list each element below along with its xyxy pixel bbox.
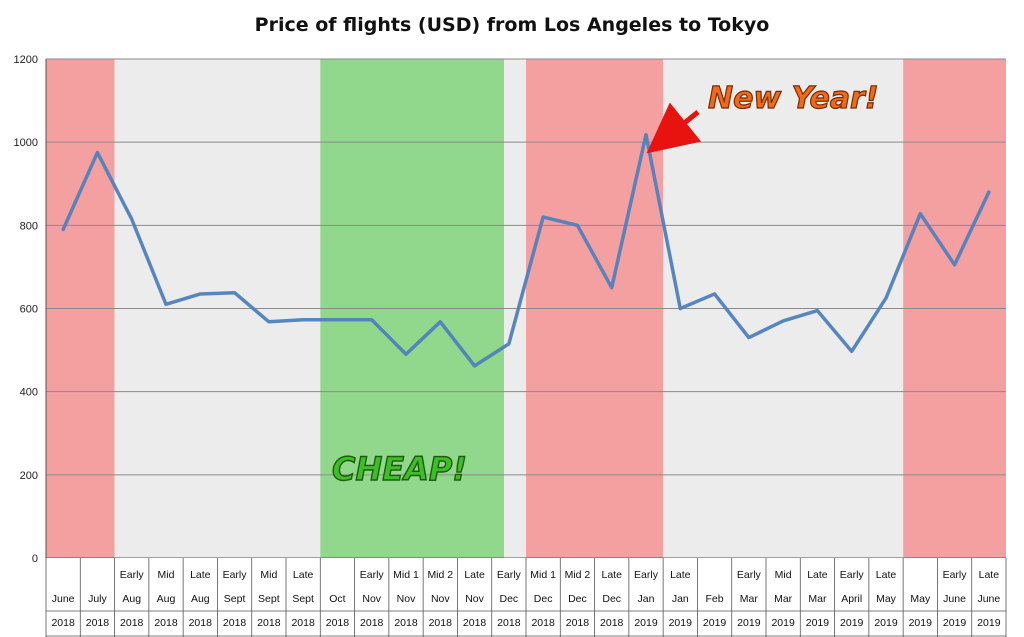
x-tick-label: Early [120,569,145,581]
x-tick-label: 2019 [634,617,658,629]
x-tick-label: 2019 [737,617,761,629]
y-tick-label: 800 [20,220,38,232]
x-tick-label: Mid [158,569,175,581]
x-tick-label: Early [223,569,248,581]
x-tick-label: Mar [774,593,793,605]
x-tick-label: 2019 [840,617,864,629]
x-tick-label: 2019 [909,617,933,629]
x-tick-label: 2018 [497,617,521,629]
x-tick-label: 2018 [154,617,178,629]
x-tick-label: 2018 [51,617,75,629]
x-tick-label: Mid 1 [393,569,419,581]
x-tick-label: 2019 [977,617,1001,629]
x-tick-label: 2018 [326,617,350,629]
x-tick-label: 2019 [943,617,967,629]
x-tick-label: Dec [534,593,553,605]
x-tick-label: Late [979,569,1000,581]
x-tick-label: 2019 [771,617,795,629]
x-tick-label: 2018 [566,617,590,629]
x-tick-label: 2018 [291,617,315,629]
x-tick-label: Late [293,569,314,581]
x-tick-label: Jan [672,593,689,605]
x-tick-label: Early [360,569,385,581]
y-tick-label: 400 [20,387,38,399]
x-tick-label: May [910,593,931,605]
chart-title: Price of flights (USD) from Los Angeles … [254,14,770,36]
x-tick-label: Late [670,569,691,581]
x-tick-label: 2018 [360,617,384,629]
x-tick-label: May [876,593,897,605]
annotation-new-year: New Year! [708,81,879,116]
x-tick-label: Sept [224,593,246,605]
annotation-arrow [646,102,702,154]
x-tick-label: 2018 [86,617,110,629]
x-tick-label: Late [807,569,828,581]
x-tick-label: Mid [775,569,792,581]
x-tick-label: Mid 2 [427,569,453,581]
x-tick-label: Dec [568,593,587,605]
annotation-layer: New Year! CHEAP! [331,80,879,488]
x-tick-label: 2019 [874,617,898,629]
series-layer [61,132,991,368]
x-tick-label: 2019 [703,617,727,629]
x-tick-label: July [88,593,107,605]
x-tick-label: Aug [122,593,141,605]
x-tick-label: Late [601,569,622,581]
x-tick-label: 2019 [669,617,693,629]
series-line [61,132,991,368]
x-tick-label: Oct [329,593,345,605]
x-tick-label: Jan [638,593,655,605]
gridline-layer [46,58,1006,476]
x-tick-label: April [841,593,862,605]
x-tick-label: Early [737,569,762,581]
x-tick-label: Dec [602,593,621,605]
x-tick-label: June [943,593,966,605]
x-tick-label: Aug [191,593,210,605]
x-tick-label: Mar [808,593,827,605]
x-tick-label: Late [464,569,485,581]
x-tick-label: Mid [260,569,277,581]
x-tick-label: Late [190,569,211,581]
x-tick-label: Mar [740,593,759,605]
annotation-cheap: CHEAP! [332,450,467,488]
x-tick-label: 2018 [257,617,281,629]
x-tick-label: June [977,593,1000,605]
x-tick-label: Nov [397,593,416,605]
x-tick-label: 2018 [394,617,418,629]
x-tick-label: Mid 2 [565,569,591,581]
x-tick-label: Mid 1 [530,569,556,581]
x-tick-label: Early [634,569,659,581]
x-tick-label: 2018 [600,617,624,629]
x-tick-label: Sept [258,593,280,605]
x-tick-label: Early [497,569,522,581]
x-tick-label: Dec [500,593,519,605]
x-tick-label: Nov [431,593,450,605]
x-tick-label: June [52,593,75,605]
x-axis: June 2018 July 2018 Early Aug 2018 Mid Aug 2018 La… [45,558,1007,637]
x-tick-label: 2018 [223,617,247,629]
x-tick-label: Sept [292,593,314,605]
y-tick-label: 600 [20,304,38,316]
x-tick-label: 2018 [429,617,453,629]
x-tick-label: Aug [157,593,176,605]
x-tick-label: Early [840,569,865,581]
x-tick-label: 2018 [189,617,213,629]
x-tick-label: Nov [465,593,484,605]
x-tick-label: Feb [706,593,724,605]
x-tick-label: Late [876,569,897,581]
y-tick-label: 0 [32,553,38,565]
x-tick-label: 2019 [806,617,830,629]
y-tick-label: 200 [20,470,38,482]
x-tick-label: Nov [362,593,381,605]
x-tick-label: Early [943,569,968,581]
y-tick-label: 1200 [14,54,38,66]
y-tick-label: 1000 [14,137,38,149]
x-tick-label: 2018 [120,617,144,629]
x-tick-label: 2018 [463,617,487,629]
x-tick-label: 2018 [531,617,555,629]
